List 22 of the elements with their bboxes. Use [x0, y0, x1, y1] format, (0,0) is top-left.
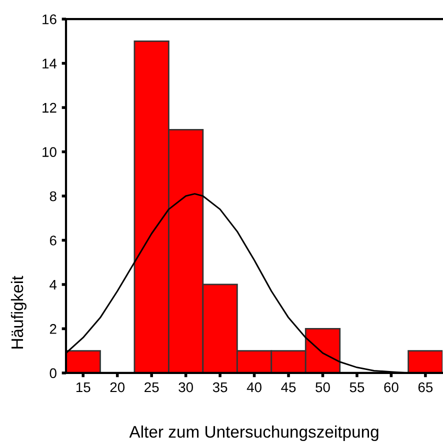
x-tick-label: 65: [418, 382, 433, 392]
y-tick-label: 12: [42, 102, 56, 113]
y-tick-label: 4: [50, 280, 57, 290]
y-tick-label: 8: [50, 191, 56, 202]
x-tick-label: 55: [350, 382, 364, 392]
y-tick-label: 10: [42, 147, 56, 157]
x-tick-label: 60: [384, 382, 398, 392]
x-axis-title: Alter zum Untersuchungszeitpung: [129, 425, 378, 442]
x-tick-label: 35: [212, 382, 228, 392]
y-axis-title: Häufigkeit: [10, 276, 26, 348]
x-tick-label: 25: [144, 382, 159, 392]
y-tick-label: 16: [42, 14, 56, 24]
y-tick-label: 0: [50, 368, 56, 378]
x-tick-label: 40: [246, 382, 262, 392]
x-tick-label: 20: [110, 382, 125, 392]
y-tick-label: 14: [42, 58, 57, 68]
y-tick-label: 2: [50, 324, 56, 334]
x-tick-label: 45: [281, 382, 296, 392]
x-tick-label: 50: [316, 382, 330, 392]
y-tick-label: 6: [50, 236, 56, 246]
x-tick-label: 30: [178, 382, 193, 392]
x-tick-label: 15: [76, 382, 90, 392]
